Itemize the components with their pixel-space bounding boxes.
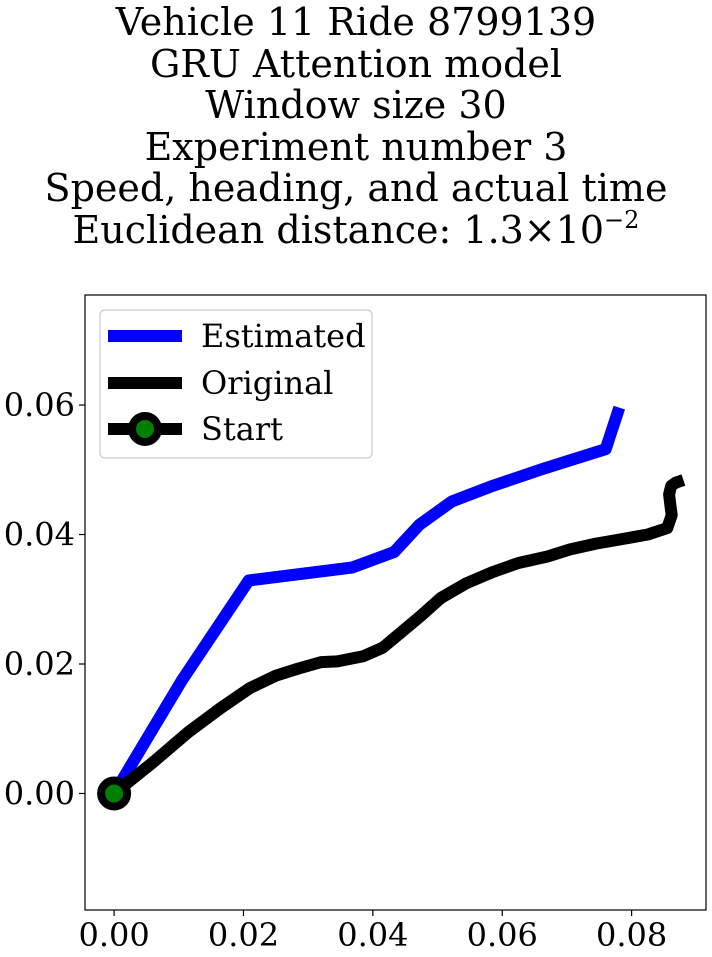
series-line-estimated [108, 405, 626, 797]
start-marker [97, 776, 132, 811]
x-tick-label: 0.02 [208, 916, 279, 954]
legend-label-original: Original [201, 364, 333, 402]
y-tick-label: 0.00 [4, 774, 75, 812]
x-tick-label: 0.00 [78, 916, 149, 954]
title-line-4: Experiment number 3 [144, 124, 568, 169]
distance-prefix: Euclidean distance: 1.3 [72, 207, 524, 252]
x-tick-label: 0.08 [596, 916, 667, 954]
x-tick-label: 0.06 [467, 916, 538, 954]
title-line-6: Euclidean distance: 1.3×10−2 [0, 207, 712, 252]
axes-frame [84, 294, 707, 911]
y-tick-label: 0.02 [4, 645, 75, 683]
title-line-5: Speed, heading, and actual time [44, 166, 668, 210]
ticks-layer: 0.00 0.02 0.04 0.06 0.08 0.00 0.02 0.04 0.06 [4, 386, 667, 954]
title-line-1: Vehicle 11 Ride 8799139 [115, 0, 597, 44]
chart-title: Vehicle 11 Ride 8799139 GRU Attention mo… [0, 0, 712, 252]
title-line-3: Window size 30 [205, 83, 507, 127]
legend-marker-start [128, 412, 162, 446]
legend-box [99, 309, 373, 459]
legend-label-start: Start [201, 410, 283, 448]
y-tick-label: 0.04 [4, 516, 75, 554]
distance-exponent: −2 [604, 205, 640, 234]
title-line-2: GRU Attention model [149, 41, 563, 86]
series-layer [97, 405, 686, 811]
series-line-original [110, 474, 686, 799]
legend-label-estimated: Estimated [201, 317, 366, 355]
distance-base: 10 [555, 207, 605, 252]
legend: Estimated Original Start [99, 309, 373, 459]
distance-times: × [523, 207, 556, 252]
y-tick-label: 0.06 [4, 386, 75, 424]
x-tick-label: 0.04 [337, 916, 408, 954]
